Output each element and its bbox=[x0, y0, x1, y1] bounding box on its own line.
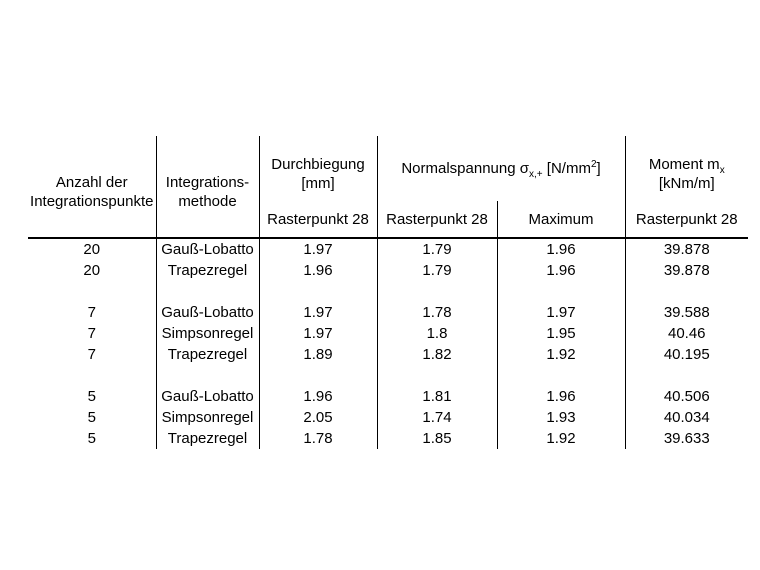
table-row: 20 Trapezregel 1.96 1.79 1.96 39.878 bbox=[28, 260, 749, 281]
header-moment-subscript: x bbox=[719, 165, 725, 176]
header-normalspannung: Normalspannung σx,+ [N/mm2] bbox=[376, 136, 626, 201]
table-cell: 1.95 bbox=[496, 323, 626, 344]
header-anzahl-line1: Anzahl der bbox=[55, 174, 128, 191]
table-cell: 40.034 bbox=[624, 407, 749, 428]
table-row: 5 Trapezregel 1.78 1.85 1.92 39.633 bbox=[28, 428, 749, 449]
header-moment: Moment mx [kNm/m] bbox=[624, 136, 749, 201]
header-moment-unit: [kNm/m] bbox=[658, 175, 715, 192]
integration-results-table: Anzahl der Integrationspunkte Integratio… bbox=[28, 136, 749, 449]
table-cell: 1.82 bbox=[376, 344, 497, 365]
table-spacer-row bbox=[28, 365, 749, 386]
header-durchbiegung: Durchbiegung [mm] bbox=[258, 136, 377, 201]
header-anzahl-integrationspunkte: Anzahl der Integrationspunkte bbox=[28, 136, 156, 239]
header-normalspannung-subscript: x,+ bbox=[529, 169, 543, 180]
header-integrationsmethode: Integrations- methode bbox=[155, 136, 259, 239]
table-cell: 2.05 bbox=[258, 407, 377, 428]
table-header-row: Anzahl der Integrationspunkte Integratio… bbox=[28, 136, 749, 239]
table-cell: 1.97 bbox=[258, 302, 377, 323]
subheader-normalspannung-rasterpunkt: Rasterpunkt 28 bbox=[376, 201, 497, 239]
table-row: 20 Gauß-Lobatto 1.97 1.79 1.96 39.878 bbox=[28, 238, 749, 260]
table-cell: 1.92 bbox=[496, 344, 626, 365]
table-cell: 1.79 bbox=[376, 260, 497, 281]
table-cell: 1.96 bbox=[496, 260, 626, 281]
table-cell: 1.85 bbox=[376, 428, 497, 449]
table-cell: 1.97 bbox=[258, 238, 377, 260]
table-cell: 39.878 bbox=[624, 238, 749, 260]
subheader-durchbiegung-rasterpunkt: Rasterpunkt 28 bbox=[258, 201, 377, 239]
table-cell: 1.96 bbox=[496, 238, 626, 260]
table-cell: 7 bbox=[87, 325, 96, 342]
table-cell: 5 bbox=[87, 430, 96, 447]
table-cell: 1.74 bbox=[376, 407, 497, 428]
table-cell: 1.96 bbox=[496, 386, 626, 407]
header-methode-line1: Integrations- bbox=[165, 174, 250, 191]
table-cell: 20 bbox=[83, 241, 101, 258]
table-cell: 39.878 bbox=[624, 260, 749, 281]
header-normalspannung-unit-open: [N/mm bbox=[542, 160, 591, 177]
table-cell: 1.81 bbox=[376, 386, 497, 407]
header-normalspannung-unit-close: ] bbox=[596, 160, 601, 177]
subheader-normalspannung-maximum: Maximum bbox=[496, 201, 626, 239]
table-cell: 1.78 bbox=[258, 428, 377, 449]
table-cell: 5 bbox=[87, 388, 96, 405]
table-cell: Trapezregel bbox=[155, 344, 259, 365]
table-cell: 40.506 bbox=[624, 386, 749, 407]
table-cell: 1.89 bbox=[258, 344, 377, 365]
table-subheader-row: Rasterpunkt 28 Rasterpunkt 28 Maximum Ra… bbox=[28, 201, 749, 239]
table-cell: Simpsonregel bbox=[155, 407, 259, 428]
header-durchbiegung-unit: [mm] bbox=[301, 175, 335, 192]
table-cell: 1.97 bbox=[496, 302, 626, 323]
header-durchbiegung-line1: Durchbiegung bbox=[271, 156, 365, 173]
table-spacer-row bbox=[28, 281, 749, 302]
table-cell: 1.79 bbox=[376, 238, 497, 260]
table-cell: 40.46 bbox=[624, 323, 749, 344]
table-cell: 20 bbox=[83, 262, 101, 279]
table-row: 7 Gauß-Lobatto 1.97 1.78 1.97 39.588 bbox=[28, 302, 749, 323]
table-cell: 39.633 bbox=[624, 428, 749, 449]
table-row: 7 Trapezregel 1.89 1.82 1.92 40.195 bbox=[28, 344, 749, 365]
table-cell: Gauß-Lobatto bbox=[155, 386, 259, 407]
table-cell: 1.8 bbox=[376, 323, 497, 344]
table-cell: 1.78 bbox=[376, 302, 497, 323]
table-cell: Gauß-Lobatto bbox=[155, 238, 259, 260]
table-cell: Gauß-Lobatto bbox=[155, 302, 259, 323]
table-row: 7 Simpsonregel 1.97 1.8 1.95 40.46 bbox=[28, 323, 749, 344]
table-cell: 1.96 bbox=[258, 386, 377, 407]
table-row: 5 Simpsonregel 2.05 1.74 1.93 40.034 bbox=[28, 407, 749, 428]
header-normalspannung-superscript: 2 bbox=[590, 159, 597, 170]
table-cell: Simpsonregel bbox=[155, 323, 259, 344]
subheader-moment-rasterpunkt: Rasterpunkt 28 bbox=[624, 201, 749, 239]
table-cell: 1.93 bbox=[496, 407, 626, 428]
table-cell: 39.588 bbox=[624, 302, 749, 323]
table-cell: 7 bbox=[87, 304, 96, 321]
table-cell: Trapezregel bbox=[155, 428, 259, 449]
table-row: 5 Gauß-Lobatto 1.96 1.81 1.96 40.506 bbox=[28, 386, 749, 407]
header-anzahl-line2: Integrationspunkte bbox=[30, 193, 154, 210]
header-normalspannung-text: Normalspannung σ bbox=[401, 160, 529, 177]
header-methode-line2: methode bbox=[178, 193, 237, 210]
table-cell: 1.96 bbox=[258, 260, 377, 281]
table-cell: Trapezregel bbox=[155, 260, 259, 281]
header-moment-text: Moment m bbox=[648, 156, 720, 173]
table-cell: 7 bbox=[87, 346, 96, 363]
table-cell: 5 bbox=[87, 409, 96, 426]
table-cell: 1.97 bbox=[258, 323, 377, 344]
table-cell: 1.92 bbox=[496, 428, 626, 449]
table-cell: 40.195 bbox=[624, 344, 749, 365]
